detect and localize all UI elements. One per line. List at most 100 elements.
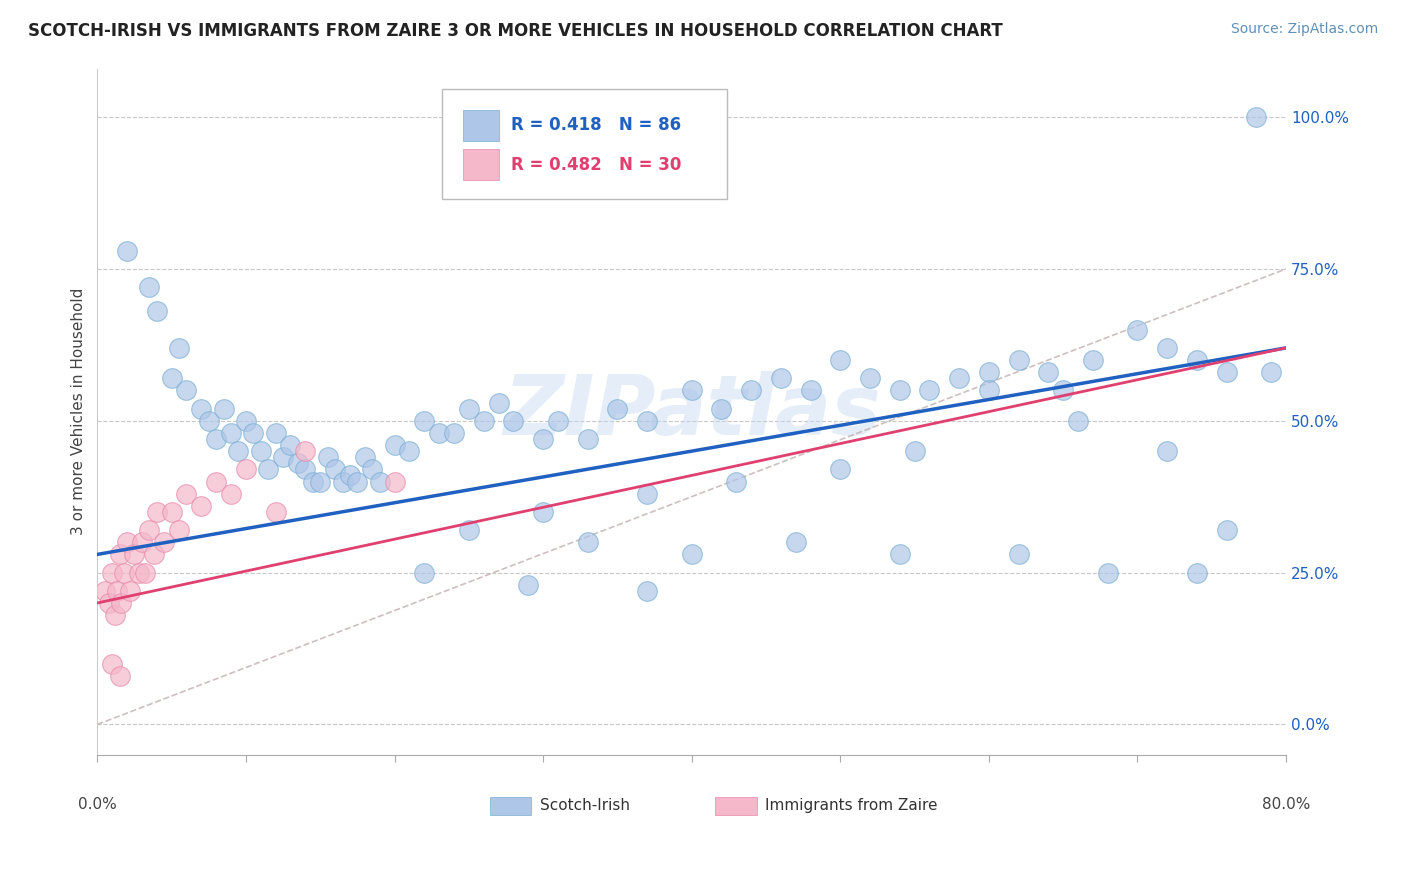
- Point: [138, 523, 160, 537]
- Point: [108, 548, 131, 562]
- Point: [110, 596, 132, 610]
- Point: [108, 669, 131, 683]
- Text: Immigrants from Zaire: Immigrants from Zaire: [765, 798, 938, 814]
- Point: [219, 425, 242, 440]
- Point: [576, 432, 599, 446]
- Point: [167, 341, 190, 355]
- Point: [264, 505, 287, 519]
- Point: [1215, 523, 1237, 537]
- Point: [606, 401, 628, 416]
- Point: [903, 444, 925, 458]
- Point: [346, 475, 368, 489]
- FancyBboxPatch shape: [716, 797, 756, 814]
- Point: [176, 486, 198, 500]
- Point: [681, 548, 703, 562]
- Point: [235, 414, 257, 428]
- Point: [977, 365, 1000, 379]
- Point: [160, 505, 183, 519]
- Point: [488, 395, 510, 409]
- Point: [94, 583, 117, 598]
- Point: [361, 462, 384, 476]
- Point: [1244, 110, 1267, 124]
- Point: [301, 475, 323, 489]
- Point: [889, 384, 911, 398]
- Point: [219, 486, 242, 500]
- Y-axis label: 3 or more Vehicles in Household: 3 or more Vehicles in Household: [72, 288, 86, 535]
- Point: [1260, 365, 1282, 379]
- Point: [271, 450, 294, 465]
- Point: [547, 414, 569, 428]
- Point: [889, 548, 911, 562]
- Point: [681, 384, 703, 398]
- Point: [725, 475, 748, 489]
- Text: Scotch-Irish: Scotch-Irish: [540, 798, 630, 814]
- Point: [142, 548, 165, 562]
- Point: [443, 425, 465, 440]
- Point: [294, 462, 316, 476]
- Point: [167, 523, 190, 537]
- Point: [1156, 444, 1178, 458]
- Point: [636, 414, 658, 428]
- FancyBboxPatch shape: [464, 149, 499, 179]
- Point: [830, 353, 852, 368]
- Point: [740, 384, 762, 398]
- Point: [138, 280, 160, 294]
- Point: [115, 535, 138, 549]
- Point: [153, 535, 176, 549]
- FancyBboxPatch shape: [441, 89, 727, 199]
- Point: [1038, 365, 1060, 379]
- Point: [710, 401, 733, 416]
- Point: [160, 371, 183, 385]
- Point: [413, 414, 436, 428]
- Point: [339, 468, 361, 483]
- Point: [502, 414, 524, 428]
- Point: [398, 444, 420, 458]
- Point: [235, 462, 257, 476]
- Point: [636, 583, 658, 598]
- Point: [146, 304, 169, 318]
- Point: [457, 401, 479, 416]
- Point: [1007, 548, 1029, 562]
- Point: [205, 475, 228, 489]
- Point: [457, 523, 479, 537]
- Point: [531, 505, 554, 519]
- Point: [124, 548, 146, 562]
- Point: [576, 535, 599, 549]
- Point: [427, 425, 450, 440]
- Point: [332, 475, 354, 489]
- Point: [384, 438, 406, 452]
- FancyBboxPatch shape: [464, 110, 499, 141]
- Point: [287, 456, 309, 470]
- Point: [1185, 353, 1208, 368]
- Text: R = 0.418   N = 86: R = 0.418 N = 86: [510, 116, 681, 134]
- FancyBboxPatch shape: [489, 797, 531, 814]
- Point: [1097, 566, 1119, 580]
- Point: [131, 535, 153, 549]
- Point: [205, 432, 228, 446]
- Point: [264, 425, 287, 440]
- Point: [280, 438, 302, 452]
- Point: [146, 505, 169, 519]
- Text: 0.0%: 0.0%: [77, 797, 117, 813]
- Point: [105, 583, 128, 598]
- Point: [323, 462, 346, 476]
- Point: [249, 444, 271, 458]
- Point: [1156, 341, 1178, 355]
- Point: [1185, 566, 1208, 580]
- Point: [101, 566, 124, 580]
- Point: [977, 384, 1000, 398]
- Point: [1067, 414, 1090, 428]
- Point: [531, 432, 554, 446]
- Point: [190, 401, 212, 416]
- Text: 80.0%: 80.0%: [1261, 797, 1310, 813]
- Point: [118, 583, 141, 598]
- Point: [517, 578, 540, 592]
- Point: [769, 371, 792, 385]
- Text: R = 0.482   N = 30: R = 0.482 N = 30: [510, 155, 682, 174]
- Point: [101, 657, 124, 671]
- Point: [918, 384, 941, 398]
- Point: [859, 371, 882, 385]
- Point: [1052, 384, 1074, 398]
- Text: Source: ZipAtlas.com: Source: ZipAtlas.com: [1230, 22, 1378, 37]
- Point: [316, 450, 339, 465]
